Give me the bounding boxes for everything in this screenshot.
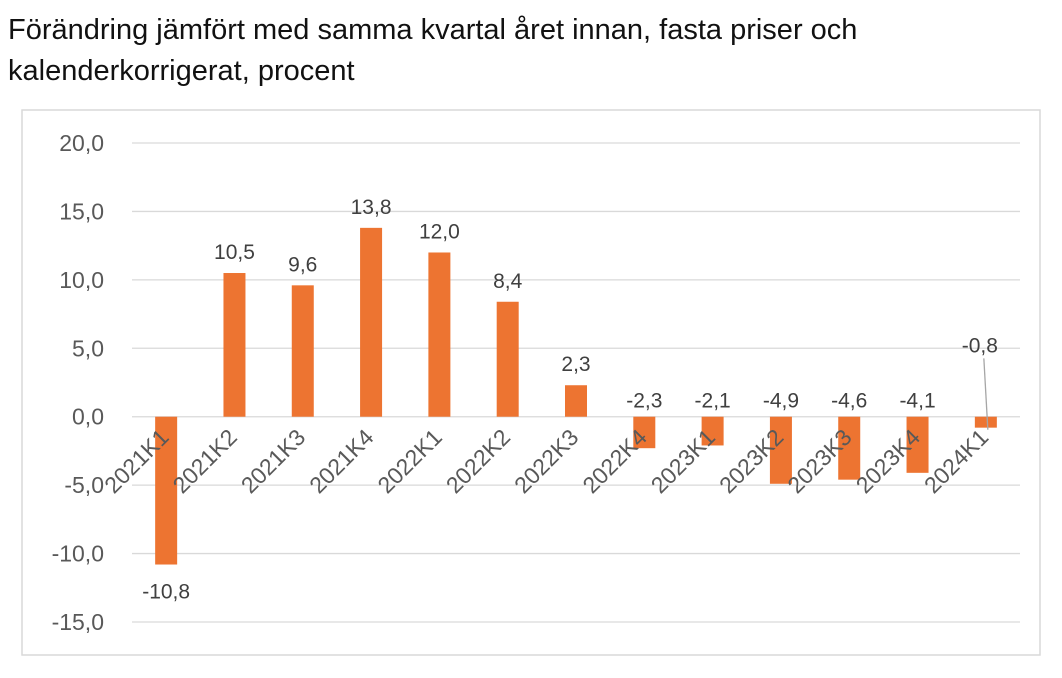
chart-title: Förändring jämfört med samma kvartal åre… — [8, 14, 858, 87]
y-tick-label: -15,0 — [52, 609, 104, 635]
data-label: -4,1 — [899, 390, 935, 413]
bar — [906, 416, 929, 473]
y-tick-label: -10,0 — [52, 541, 104, 567]
data-label: 8,4 — [493, 270, 523, 293]
y-tick-label: 0,0 — [72, 404, 104, 430]
bar — [974, 416, 997, 428]
bar — [223, 273, 246, 417]
x-tick-label: 2022K1 — [372, 424, 446, 498]
x-tick-label: 2021K3 — [236, 424, 310, 498]
data-label: -2,1 — [695, 390, 731, 413]
data-label: 10,5 — [214, 241, 255, 264]
x-tick-label: 2021K2 — [168, 424, 242, 498]
bar — [701, 416, 724, 446]
gridlines — [132, 142, 1020, 623]
data-label: 9,6 — [288, 253, 317, 276]
x-tick-label: 2022K4 — [577, 424, 652, 499]
bar — [769, 416, 792, 484]
bar — [565, 385, 587, 417]
data-label: -0,8 — [962, 334, 998, 357]
bar — [496, 301, 519, 417]
y-tick-label: 5,0 — [72, 335, 104, 361]
data-labels: -10,8 10,5 9,6 13,8 12,0 8,4 2,3 -2,3 -2,1 -4,9 -4… — [142, 196, 998, 604]
x-tick-label: 2024K1 — [919, 424, 993, 498]
leader-line — [983, 358, 989, 430]
data-label: 2,3 — [561, 353, 590, 376]
bar — [360, 227, 383, 417]
x-tick-label: 2022K3 — [509, 424, 583, 498]
data-label: -4,9 — [763, 390, 799, 413]
bars — [155, 227, 997, 565]
data-label: 13,8 — [351, 196, 392, 219]
x-tick-label: 2023K1 — [646, 424, 720, 498]
data-label: -10,8 — [142, 581, 190, 604]
x-tick-label: 2022K2 — [441, 424, 515, 498]
data-label: -4,6 — [831, 390, 867, 413]
y-tick-label: -5,0 — [64, 472, 104, 498]
x-tick-label: 2021K4 — [304, 424, 379, 499]
data-label: 12,0 — [419, 220, 460, 243]
y-tick-label: 20,0 — [59, 130, 104, 156]
bar — [428, 252, 451, 417]
data-label: -2,3 — [626, 390, 662, 413]
bar — [838, 416, 861, 480]
chart-border — [21, 109, 1041, 656]
y-tick-label: 10,0 — [59, 267, 104, 293]
bar — [291, 285, 314, 417]
bar — [155, 416, 178, 565]
y-tick-label: 15,0 — [59, 198, 104, 224]
bar — [633, 416, 656, 449]
y-axis: 20,0 15,0 10,0 5,0 0,0 -5,0 -10,0 -15,0 — [52, 130, 104, 635]
